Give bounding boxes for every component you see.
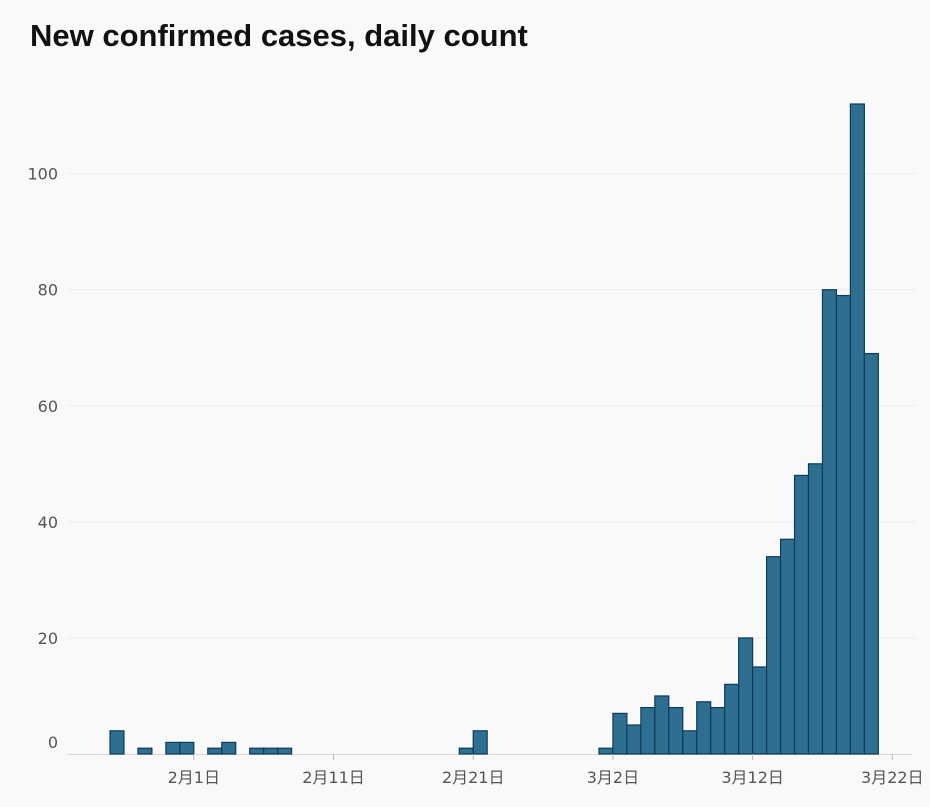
bar <box>682 730 698 755</box>
x-tick-label: 2月1日 <box>168 768 220 787</box>
bar <box>654 695 670 755</box>
bar <box>752 666 768 755</box>
bar <box>109 730 125 755</box>
bar <box>458 747 474 755</box>
bar <box>249 747 265 755</box>
bar <box>835 294 852 755</box>
bar <box>137 747 153 755</box>
bar <box>696 701 712 755</box>
bar <box>263 747 279 755</box>
bar <box>221 741 237 755</box>
y-tick-label: 40 <box>38 513 58 532</box>
bar <box>710 706 726 755</box>
bar <box>598 747 614 755</box>
bar <box>724 683 740 755</box>
bar <box>849 103 865 755</box>
y-tick-label: 20 <box>38 629 58 648</box>
bar <box>668 706 684 755</box>
bar <box>179 741 195 755</box>
bar <box>472 730 488 755</box>
x-tick-label: 2月21日 <box>442 768 505 787</box>
x-tick-label: 2月11日 <box>302 768 365 787</box>
bar <box>793 474 810 755</box>
bar <box>807 463 824 755</box>
bar <box>612 712 628 755</box>
chart-title: New confirmed cases, daily count <box>30 18 528 53</box>
y-tick-label: 100 <box>27 165 58 184</box>
bar <box>779 538 796 755</box>
x-tick-label: 3月22日 <box>861 768 924 787</box>
bar <box>626 724 642 755</box>
bar <box>738 637 754 755</box>
bar <box>277 747 293 755</box>
bar <box>765 556 782 755</box>
x-tick-label: 3月2日 <box>587 768 639 787</box>
y-tick-label: 60 <box>38 397 58 416</box>
bar <box>165 741 181 755</box>
bar <box>640 706 656 755</box>
y-tick-label: 80 <box>38 281 58 300</box>
bar <box>821 289 838 755</box>
bar <box>863 352 879 755</box>
bar <box>207 747 223 755</box>
x-tick-label: 3月12日 <box>721 768 784 787</box>
y-tick-label: 0 <box>48 733 58 752</box>
